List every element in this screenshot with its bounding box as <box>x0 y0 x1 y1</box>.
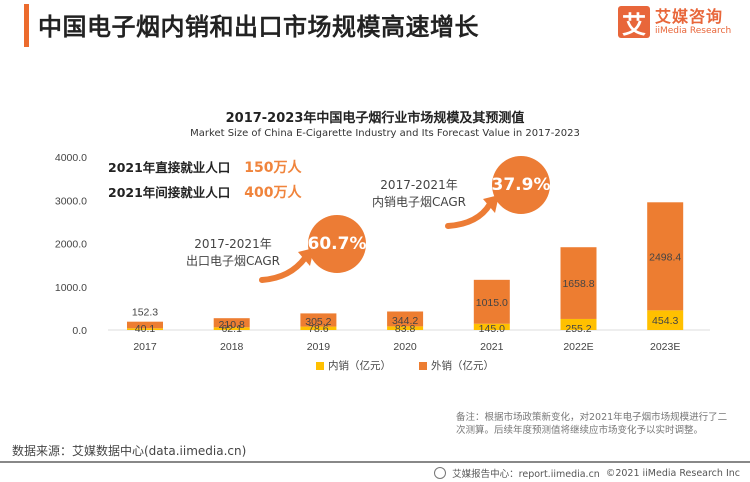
export-cagr-period: 2017-2021年 <box>194 237 272 251</box>
domestic-cagr-badge: 37.9% <box>492 156 551 214</box>
data-label-export: 210.8 <box>219 319 245 331</box>
export-cagr-badge: 60.7% <box>308 215 367 273</box>
bar-export-2019 <box>300 313 337 327</box>
export-cagr-name: 出口电子烟CAGR <box>186 254 281 268</box>
x-tick-label: 2017 <box>133 341 157 353</box>
data-label-export: 344.2 <box>392 315 418 327</box>
bar-domestic-2017 <box>127 328 163 330</box>
employment-direct-value: 150万人 <box>244 160 302 176</box>
bar-domestic-2022E <box>560 318 597 330</box>
data-label-export: 1658.8 <box>562 278 594 290</box>
employment-indirect-value: 400万人 <box>244 185 302 201</box>
x-tick-label: 2019 <box>307 341 331 353</box>
domestic-cagr-arrow <box>445 201 493 229</box>
data-label-domestic: 454.3 <box>652 315 678 327</box>
globe-icon <box>434 467 447 479</box>
bar-export-2023E <box>647 202 684 311</box>
chart-subtitle: Market Size of China E-Cigarette Industr… <box>190 128 580 139</box>
bar-domestic-2019 <box>300 326 337 330</box>
footer-copyright: ©2021 iiMedia Research Inc <box>605 467 740 479</box>
export-cagr-arrow <box>259 255 308 283</box>
title-accent-bar <box>24 4 29 47</box>
logo-mark-icon: 艾 <box>618 6 650 39</box>
domestic-cagr-label: 2017-2021年 内销电子烟CAGR <box>372 177 466 211</box>
bar-export-2017 <box>127 321 163 329</box>
data-label-export: 2498.4 <box>649 251 681 263</box>
y-tick-label: 4000.0 <box>55 152 87 164</box>
bar-export-2022E <box>560 247 597 319</box>
x-tick-label: 2022E <box>563 341 593 353</box>
data-label-domestic: 83.8 <box>395 323 416 335</box>
footer-report-link[interactable]: 艾媒报告中心：report.iimedia.cn <box>452 469 600 480</box>
y-axis: 0.0 1000.0 2000.0 3000.0 4000.0 <box>55 152 87 337</box>
logo-cn-text: 艾媒咨询 <box>655 6 724 26</box>
x-axis: 2017 2018 2019 2020 2021 2022E 2023E <box>133 341 680 353</box>
y-tick-label: 0.0 <box>72 325 87 337</box>
bar-domestic-2023E <box>647 310 684 330</box>
employment-indirect-label: 2021年间接就业人口 <box>108 185 231 200</box>
legend-label-domestic: 内销（亿元） <box>328 360 391 372</box>
bar-export-2018 <box>213 318 250 328</box>
domestic-cagr-name: 内销电子烟CAGR <box>372 195 467 209</box>
y-tick-label: 3000.0 <box>55 195 87 207</box>
data-label-domestic: 78.6 <box>308 323 329 335</box>
x-tick-label: 2021 <box>480 341 504 353</box>
data-label-export: 1015.0 <box>476 297 508 309</box>
legend-label-export: 外销（亿元） <box>431 360 494 372</box>
employment-direct-label: 2021年直接就业人口 <box>108 160 231 175</box>
footer-divider <box>0 461 750 463</box>
bar-export-2020 <box>387 311 424 327</box>
legend-item-domestic: 内销（亿元） <box>316 358 391 373</box>
data-label-domestic: 255.2 <box>565 323 591 335</box>
data-label-export: 305.2 <box>305 316 331 328</box>
data-label-domestic: 62.1 <box>221 323 242 335</box>
bar-domestic-2021 <box>473 323 510 330</box>
bar-domestic-2018 <box>213 327 250 330</box>
bar-domestic-2020 <box>387 326 424 330</box>
chart-legend: 内销（亿元） 外销（亿元） <box>0 358 750 373</box>
brand-logo: 艾 艾媒咨询 iiMedia Research <box>618 6 732 39</box>
legend-swatch-export <box>419 361 427 370</box>
legend-swatch-domestic <box>316 361 324 370</box>
data-label-export: 152.3 <box>132 307 158 319</box>
footer: 艾媒报告中心：report.iimedia.cn ©2021 iiMedia R… <box>434 466 740 480</box>
data-label-domestic: 145.0 <box>479 323 505 335</box>
logo-en-text: iiMedia Research <box>655 25 732 36</box>
x-tick-label: 2018 <box>220 341 244 353</box>
legend-item-export: 外销（亿元） <box>419 358 494 373</box>
y-tick-label: 2000.0 <box>55 239 87 251</box>
bar-export-2021 <box>473 279 510 324</box>
chart-note: 备注：根据市场政策新变化，对2021年电子烟市场规模进行了二次测算。后续年度预测… <box>456 412 728 436</box>
export-cagr-label: 2017-2021年 出口电子烟CAGR <box>186 236 280 270</box>
employment-direct: 2021年直接就业人口 150万人 <box>108 157 302 177</box>
page-title: 中国电子烟内销和出口市场规模高速增长 <box>38 13 479 41</box>
x-tick-label: 2023E <box>650 341 680 353</box>
chart-title: 2017-2023年中国电子烟行业市场规模及其预测值 <box>225 111 525 126</box>
y-tick-label: 1000.0 <box>55 282 87 294</box>
domestic-cagr-period: 2017-2021年 <box>380 178 458 192</box>
data-label-domestic: 40.1 <box>135 323 156 335</box>
employment-indirect: 2021年间接就业人口 400万人 <box>108 182 302 202</box>
x-tick-label: 2020 <box>393 341 417 353</box>
data-source: 数据来源：艾媒数据中心(data.iimedia.cn) <box>12 444 247 458</box>
